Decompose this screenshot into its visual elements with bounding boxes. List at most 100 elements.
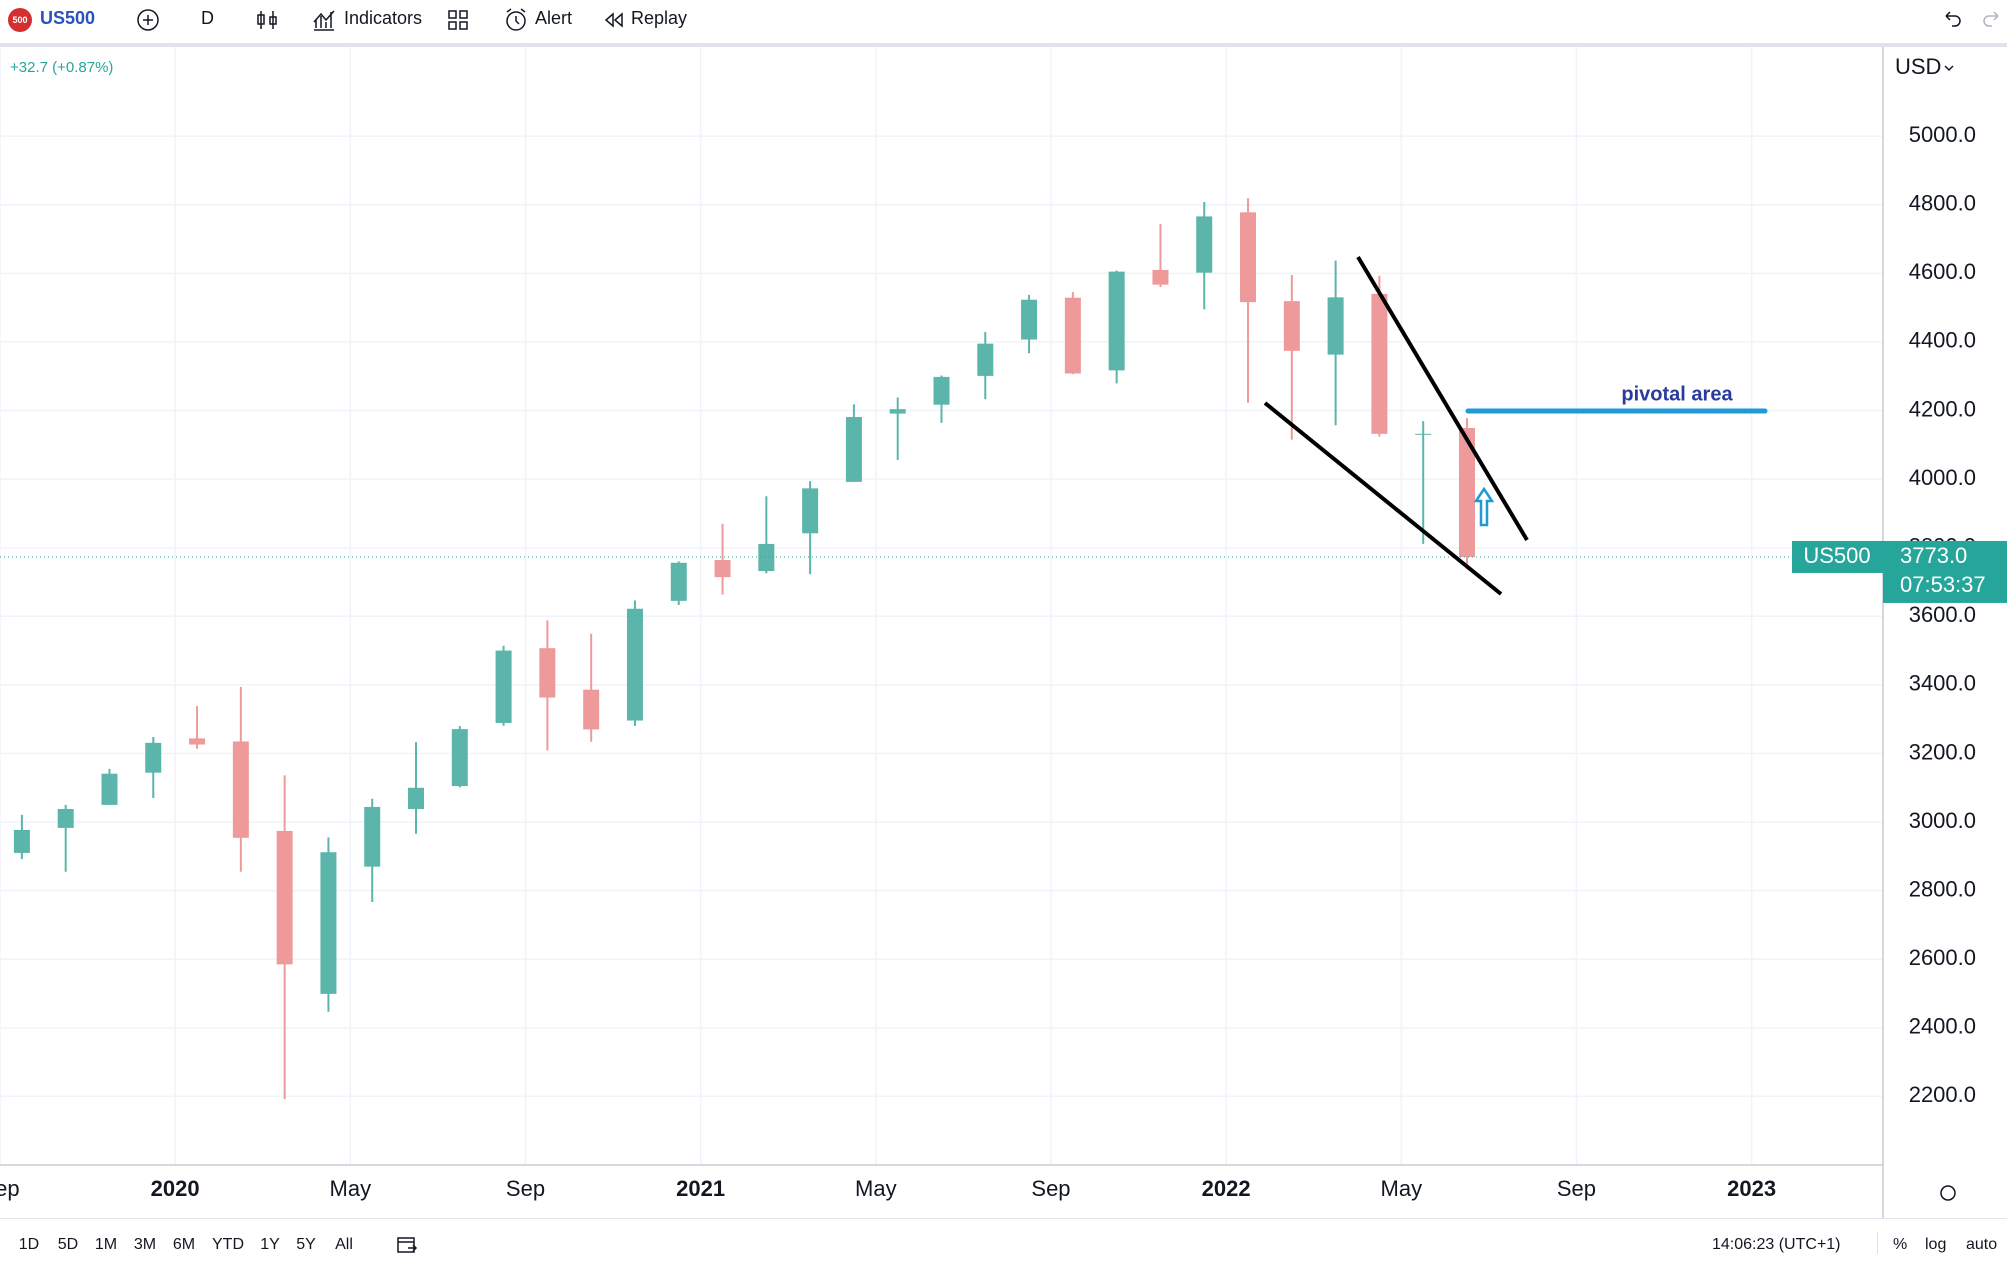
y-tick-label: 4800.0	[1909, 191, 1976, 216]
divider	[1877, 1232, 1878, 1254]
range-button[interactable]: YTD	[212, 1236, 244, 1253]
symbol-badge	[1792, 540, 1883, 573]
range-button[interactable]: 6M	[172, 1236, 196, 1253]
candle-body	[845, 417, 862, 482]
candle-body	[364, 806, 381, 867]
chart-type-icon[interactable]	[253, 6, 281, 34]
layout-icon[interactable]	[444, 6, 472, 34]
trend-line	[1263, 401, 1503, 596]
candle-body	[495, 650, 512, 723]
candle-body	[320, 852, 337, 994]
redo-icon[interactable]	[1978, 6, 2006, 34]
y-tick-label: 3200.0	[1909, 739, 1976, 764]
candle-body	[57, 809, 74, 828]
x-tick-label: May	[330, 1176, 372, 1201]
y-tick-label: 2200.0	[1909, 1082, 1976, 1107]
candle-body	[101, 773, 118, 805]
x-tick-label: Sep	[1557, 1176, 1596, 1201]
candle-body	[889, 409, 906, 414]
candle-body	[1240, 212, 1257, 303]
y-tick-label: 4600.0	[1909, 259, 1976, 284]
y-tick-label: 2600.0	[1909, 945, 1976, 970]
symbol-badge-text: US500	[1803, 543, 1870, 568]
replay-button[interactable]: Replay	[631, 8, 688, 28]
y-tick-label: 3400.0	[1909, 671, 1976, 696]
candle-body	[583, 689, 600, 730]
interval[interactable]: D	[201, 8, 214, 28]
y-tick-label: 3600.0	[1909, 602, 1976, 627]
candle-body	[714, 560, 731, 578]
candle-body	[539, 648, 556, 698]
goto-date-icon[interactable]	[394, 1232, 420, 1258]
x-tick-label: Sep	[1031, 1176, 1070, 1201]
range-button[interactable]: 1M	[94, 1236, 118, 1253]
candle-body	[670, 562, 687, 601]
range-button[interactable]: All	[335, 1236, 353, 1253]
x-tick-label: 2021	[676, 1176, 725, 1201]
bottom-bar	[0, 1218, 2007, 1263]
candle-body	[1152, 269, 1169, 285]
candle-body	[232, 741, 249, 838]
x-tick-label: May	[855, 1176, 897, 1201]
range-button[interactable]: 5D	[57, 1236, 79, 1253]
candle-body	[1064, 297, 1081, 374]
y-tick-label: 4200.0	[1909, 396, 1976, 421]
candle-body	[626, 608, 643, 721]
range-button[interactable]: 1Y	[260, 1236, 280, 1253]
trend-line	[1356, 255, 1529, 542]
alert-button[interactable]: Alert	[535, 8, 573, 28]
symbol[interactable]: US500	[40, 8, 96, 28]
candle-body	[1021, 299, 1038, 340]
y-tick-label: 4000.0	[1909, 465, 1976, 490]
currency-caret	[1944, 65, 1954, 72]
replay-icon[interactable]	[600, 6, 628, 34]
undo-icon[interactable]	[1938, 6, 1966, 34]
annotation: pivotal area	[1621, 383, 1733, 405]
candle-body	[802, 488, 819, 534]
candle-body	[189, 738, 206, 745]
log-toggle[interactable]: log	[1925, 1236, 1947, 1253]
x-tick-label: May	[1381, 1176, 1423, 1201]
candle-body	[451, 729, 468, 787]
add-symbol-icon[interactable]	[134, 6, 162, 34]
y-tick-label: 2400.0	[1909, 1014, 1976, 1039]
countdown: 07:53:37	[1900, 572, 1986, 597]
change: +32.7 (+0.87%)	[10, 59, 113, 76]
candle-body	[1108, 271, 1125, 371]
range-button[interactable]: 3M	[133, 1236, 157, 1253]
candle-body	[1327, 297, 1344, 355]
x-tick-label: 2022	[1202, 1176, 1251, 1201]
percent-toggle[interactable]: %	[1893, 1236, 1908, 1253]
range-button[interactable]: 5Y	[296, 1236, 316, 1253]
symbol-logo[interactable]: 500	[8, 8, 32, 32]
candle-body	[1283, 301, 1300, 351]
candle-body	[1371, 293, 1388, 434]
candle-body	[276, 830, 293, 965]
candle-body	[145, 742, 162, 773]
alert-icon[interactable]	[502, 6, 530, 34]
clock[interactable]: 14:06:23 (UTC+1)	[1712, 1236, 1841, 1253]
candle-body	[977, 343, 994, 376]
candle-body	[1458, 428, 1475, 557]
candle-body	[1415, 433, 1432, 435]
x-tick-label: 2020	[151, 1176, 200, 1201]
range-button[interactable]: 1D	[18, 1236, 40, 1253]
currency: USD	[1895, 54, 1941, 79]
candle-body	[758, 543, 775, 572]
price-badge	[1883, 540, 2007, 603]
indicators-button[interactable]: Indicators	[344, 8, 423, 28]
y-tick-label: 3000.0	[1909, 808, 1976, 833]
x-tick-label: Sep	[506, 1176, 545, 1201]
auto-toggle[interactable]: auto	[1966, 1236, 1998, 1253]
y-tick-label: 5000.0	[1909, 122, 1976, 147]
x-tick-label: 2023	[1727, 1176, 1776, 1201]
y-tick-label: 4400.0	[1909, 328, 1976, 353]
candle-body	[933, 376, 950, 405]
x-tick-label: Sep	[0, 1176, 20, 1201]
price-badge-text: 3773.0	[1900, 543, 1967, 568]
chart: Sep 2020 May Sep 2021 May Sep 2022 May Sep 2023 220…	[0, 47, 2007, 1218]
candle-body	[13, 829, 30, 853]
indicators-icon[interactable]	[310, 6, 338, 34]
candle-body	[1196, 216, 1213, 273]
